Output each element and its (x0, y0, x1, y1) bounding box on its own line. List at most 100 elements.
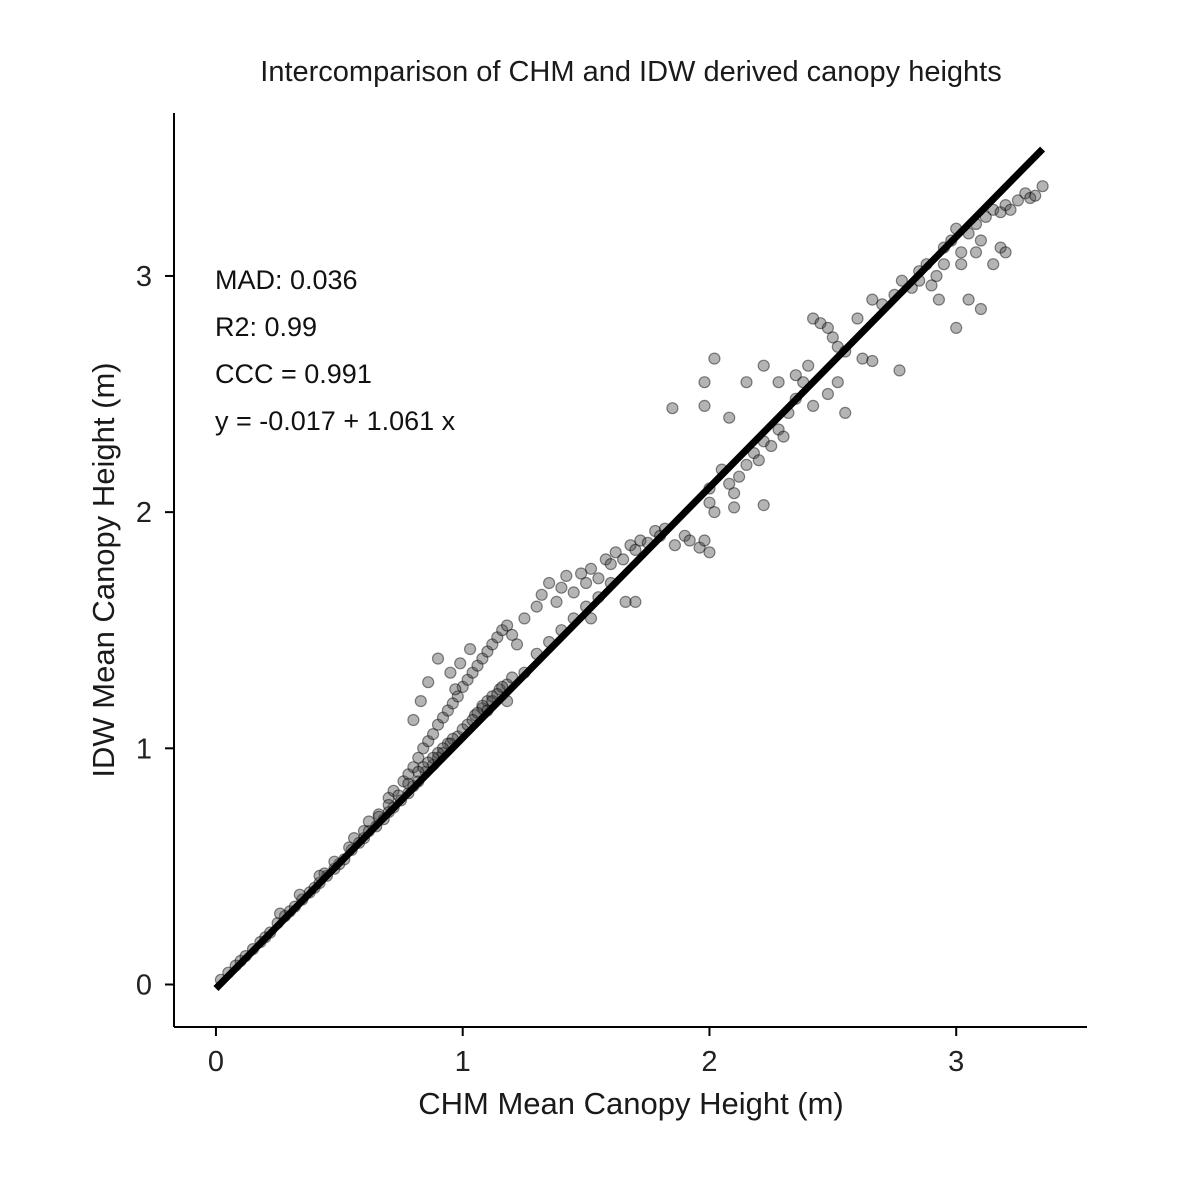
data-point (962, 293, 975, 306)
data-point (402, 768, 415, 781)
stats-annotation: y = -0.017 + 1.061 x (215, 406, 456, 436)
data-point (740, 376, 753, 389)
data-point (708, 505, 721, 519)
data-point (530, 600, 543, 613)
data-point (821, 387, 835, 401)
data-point (765, 439, 778, 453)
data-point (740, 458, 753, 471)
data-point (999, 246, 1012, 259)
data-point (693, 541, 706, 554)
data-point (412, 765, 425, 779)
data-point (550, 595, 563, 609)
data-point (727, 501, 741, 514)
data-point (624, 539, 637, 552)
stats-annotation: R2: 0.99 (215, 312, 317, 342)
data-point (1011, 194, 1025, 207)
data-point (619, 595, 632, 609)
data-point (486, 690, 499, 703)
x-axis-label: CHM Mean Canopy Height (m) (418, 1086, 844, 1121)
data-point (930, 269, 943, 283)
data-point (422, 735, 435, 748)
data-point (814, 317, 827, 330)
data-point (629, 543, 642, 557)
y-tick-label: 1 (136, 733, 152, 765)
chart-title: Intercomparison of CHM and IDW derived c… (260, 56, 1001, 88)
data-point (932, 293, 946, 306)
data-point (895, 274, 909, 287)
data-point (417, 761, 430, 774)
data-point (496, 624, 509, 637)
stats-annotation: MAD: 0.036 (215, 265, 358, 295)
data-point (723, 411, 736, 424)
data-point (772, 376, 785, 389)
y-tick-label: 2 (136, 497, 152, 529)
data-point (414, 694, 427, 708)
data-point (412, 751, 425, 764)
data-point (449, 683, 462, 696)
data-point (634, 534, 647, 547)
data-point (1029, 189, 1042, 202)
data-point (387, 784, 400, 797)
data-point (955, 258, 968, 271)
data-point (999, 199, 1012, 212)
data-point (950, 321, 963, 334)
data-point (501, 619, 514, 632)
y-axis-label: IDW Mean Canopy Height (m) (86, 362, 121, 777)
data-point (987, 258, 1000, 271)
data-point (476, 652, 489, 665)
data-point (441, 704, 454, 717)
data-point (826, 331, 839, 344)
data-point (839, 406, 852, 419)
data-point (831, 376, 844, 389)
data-point (821, 321, 835, 334)
data-point (974, 302, 988, 316)
data-point (649, 524, 662, 538)
data-point (464, 642, 477, 656)
data-point (994, 206, 1007, 219)
data-point (987, 203, 1000, 216)
data-point (937, 258, 951, 271)
axes: 0 1 2 3 0 1 2 3 (136, 113, 1087, 1078)
data-point (481, 694, 494, 708)
data-point (486, 638, 499, 651)
data-point (422, 676, 435, 689)
data-point (427, 727, 440, 741)
data-point (560, 569, 573, 583)
data-point (974, 234, 988, 247)
data-point (382, 791, 395, 805)
data-point (407, 761, 420, 774)
data-point (616, 553, 630, 566)
data-point (466, 666, 479, 679)
data-point (584, 562, 598, 575)
data-point (1036, 180, 1049, 193)
data-point (806, 312, 820, 325)
regression-line (213, 146, 1046, 991)
data-point (777, 430, 790, 443)
data-point (535, 588, 548, 601)
data-point (727, 487, 741, 500)
data-point (698, 376, 711, 389)
data-point (592, 572, 605, 585)
x-tick-label: 2 (701, 1046, 717, 1078)
data-point (747, 447, 761, 460)
data-point (446, 697, 459, 710)
data-point (456, 680, 469, 694)
data-point (1024, 191, 1037, 205)
data-point (444, 666, 457, 679)
data-point (609, 546, 622, 559)
x-tick-label: 0 (208, 1046, 224, 1078)
data-point (806, 399, 820, 412)
data-point (491, 631, 504, 644)
data-point (994, 241, 1007, 254)
data-point (579, 576, 593, 590)
x-tick-label: 3 (948, 1046, 964, 1078)
data-point (666, 402, 679, 415)
stats-annotations: MAD: 0.036 R2: 0.99 CCC = 0.991 y = -0.017 … (215, 265, 456, 436)
data-point (431, 652, 445, 665)
data-point (703, 496, 716, 509)
data-point (698, 399, 711, 412)
data-point (1004, 203, 1017, 216)
data-point (683, 534, 696, 547)
data-point (789, 369, 802, 382)
